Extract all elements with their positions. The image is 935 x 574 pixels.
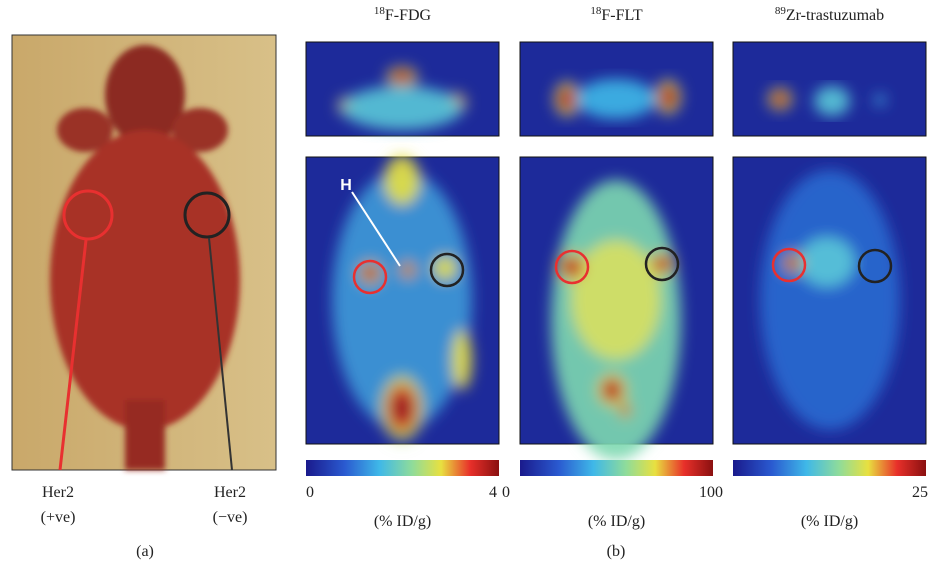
scale-max: 25 — [912, 484, 928, 501]
annotation: H — [340, 177, 352, 194]
uptake-region — [653, 77, 683, 117]
scan-title: 18F-FLT — [590, 5, 642, 24]
uptake-region — [766, 86, 794, 112]
scale-min: 0 — [715, 484, 723, 501]
mouse-photo — [12, 35, 276, 470]
uptake-region — [384, 65, 420, 89]
uptake-region — [874, 94, 886, 106]
scale-min: 0 — [306, 484, 314, 501]
isotope: 18 — [374, 5, 386, 17]
scale-min: 0 — [502, 484, 510, 501]
scale-max: 4 — [489, 484, 497, 501]
scan-title: 89Zr-trastuzumab — [775, 5, 884, 24]
uptake-region — [384, 155, 420, 205]
uptake-region — [760, 170, 900, 430]
uptake-region — [814, 86, 850, 116]
scan-title: 18F-FDG — [374, 5, 432, 24]
uptake-region — [617, 400, 633, 420]
label-status: (+ve) — [41, 509, 76, 526]
tracer: F-FLT — [601, 7, 642, 24]
label-name: Her2 — [214, 484, 246, 501]
label-name: Her2 — [42, 484, 74, 501]
isotope: 18 — [590, 5, 602, 17]
uptake-region — [377, 370, 427, 446]
colorbar — [733, 460, 926, 476]
colorbar — [306, 460, 499, 476]
tracer: F-FDG — [385, 7, 432, 24]
colorbar — [520, 460, 713, 476]
caption: (b) — [607, 543, 626, 560]
uptake-region — [433, 256, 457, 280]
scale-unit: (% ID/g) — [801, 513, 858, 530]
isotope: 89 — [775, 5, 787, 17]
scale-unit: (% ID/g) — [588, 513, 645, 530]
uptake-region — [398, 260, 418, 280]
caption: (a) — [136, 543, 154, 560]
uptake — [760, 170, 900, 430]
uptake-region — [554, 249, 590, 285]
tracer: Zr-trastuzumab — [786, 7, 884, 24]
scale-max: 10 — [699, 484, 715, 501]
uptake — [551, 180, 681, 460]
uptake-region — [576, 79, 656, 119]
uptake-region — [342, 86, 462, 130]
uptake-region — [452, 330, 472, 390]
scale-unit: (% ID/g) — [374, 513, 431, 530]
figure: 18F-FDG04(% ID/g)18F-FLT010(% ID/g)89Zr-… — [0, 0, 935, 569]
uptake-region — [799, 237, 855, 287]
uptake — [552, 77, 683, 119]
label-status: (−ve) — [213, 509, 248, 526]
